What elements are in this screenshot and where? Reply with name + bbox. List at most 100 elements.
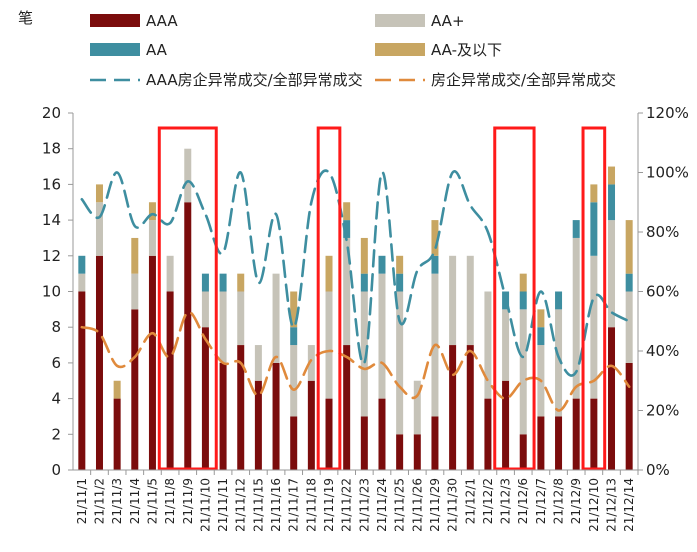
x-tick-label: 21/11/3: [110, 478, 124, 524]
bar-segment-aaa: [537, 416, 545, 470]
bar-segment-aa: [219, 273, 227, 292]
bar-segment-aa: [396, 255, 404, 274]
line-series: [80, 169, 631, 412]
y-right-tick-label: 40%: [646, 342, 679, 360]
y-left-tick-label: 20: [42, 104, 61, 122]
bar-segment-aaa: [413, 434, 421, 470]
bar-segment-aa: [484, 291, 492, 399]
legend-label: 房企异常成交/全部异常成交: [431, 71, 616, 89]
x-tick-label: 21/12/10: [587, 478, 601, 532]
bar-segment-aa: [201, 291, 209, 328]
x-tick-label: 21/11/4: [128, 478, 142, 524]
x-tick-label: 21/11/8: [163, 478, 177, 524]
bar-segment-aa: [519, 309, 527, 435]
bar-segment-aa: [572, 237, 580, 399]
bar-segment-aaa: [237, 345, 245, 470]
bar-segment-aa: [466, 255, 474, 346]
bar-segment-aa: [307, 345, 315, 381]
x-tick-label: 21/11/26: [410, 478, 424, 532]
highlight-box: [581, 126, 607, 471]
highlight-box: [493, 126, 536, 471]
x-tick-label: 21/11/1: [75, 478, 89, 524]
x-tick-label: 21/11/25: [393, 478, 407, 532]
legend-label: AAA: [146, 12, 178, 30]
bar-segment-aa: [78, 255, 86, 274]
bar-segment-aaa: [449, 345, 457, 470]
y-left-tick-label: 16: [42, 175, 61, 193]
bar-segment-aa: [113, 380, 121, 399]
bar-segment-aa: [201, 273, 209, 292]
y-right-tick-label: 60%: [646, 283, 679, 301]
bar-segment-aa: [396, 291, 404, 435]
line-series-developer-share: [80, 310, 631, 412]
x-tick-label: 21/11/29: [428, 478, 442, 532]
bar-segment-aaa: [519, 434, 527, 470]
bar-segment-aaa: [272, 362, 280, 470]
y-left-tick-label: 12: [42, 247, 61, 265]
bar-segment-aa: [378, 255, 386, 274]
bar-segment-aaa: [325, 398, 333, 470]
x-tick-label: 21/11/2: [92, 478, 106, 524]
bar-segment-aa: [78, 273, 86, 292]
x-tick-label: 21/12/3: [499, 478, 513, 524]
bar-segment-aaa: [148, 255, 156, 470]
bar-segment-aa: [519, 291, 527, 310]
x-tick-label: 21/11/12: [234, 478, 248, 532]
legend-swatch: [90, 43, 140, 56]
bar-segment-aa: [148, 202, 156, 221]
bar-segment-aa: [572, 220, 580, 238]
bar-segment-aa: [537, 327, 545, 346]
y-left-tick-label: 18: [42, 140, 61, 158]
y-left-tick-label: 0: [51, 461, 61, 479]
x-tick-label: 21/11/9: [181, 478, 195, 524]
bar-segment-aa: [343, 237, 351, 346]
bar-segment-aa: [608, 184, 616, 221]
bar-segment-aaa: [290, 416, 298, 470]
bar-segment-aa: [219, 291, 227, 363]
y-right-tick-label: 100%: [646, 164, 689, 182]
x-tick-label: 21/12/13: [605, 478, 619, 532]
x-tick-label: 21/11/17: [287, 478, 301, 532]
bar-segment-aaa: [555, 416, 563, 470]
legend-swatch: [90, 14, 140, 27]
bar-segment-aa: [625, 273, 633, 292]
y-left-tick-label: 6: [51, 354, 61, 372]
x-tick-label: 21/11/19: [322, 478, 336, 532]
bar-segment-aaa: [608, 327, 616, 470]
x-tick-label: 21/11/23: [357, 478, 371, 532]
x-tick-label: 21/12/1: [463, 478, 477, 524]
bar-segment-aa: [237, 273, 245, 292]
x-tick-label: 21/11/5: [145, 478, 159, 524]
y-right-tick-label: 80%: [646, 223, 679, 241]
legend-label: AA-及以下: [431, 41, 502, 59]
x-tick-label: 21/11/18: [304, 478, 318, 532]
bar-segment-aa: [95, 202, 103, 256]
legend-swatch: [375, 43, 425, 56]
bar-segment-aaa: [484, 398, 492, 470]
y-left-tick-label: 2: [51, 425, 61, 443]
bar-segment-aaa: [219, 362, 227, 470]
bar-segment-aa: [343, 202, 351, 221]
bar-segment-aaa: [184, 202, 192, 470]
legend: AAA AA+ AA AA-及以下 AAA房企异常成交/全部异常成交 房企异常成交/全部异…: [90, 12, 616, 89]
bar-segment-aa: [625, 220, 633, 274]
x-tick-label: 21/12/9: [569, 478, 583, 524]
bar-segment-aaa: [502, 380, 510, 470]
x-tick-label: 21/11/22: [340, 478, 354, 532]
bar-segment-aa: [449, 255, 457, 346]
bar-segment-aa: [431, 220, 439, 256]
bar-segment-aa: [590, 255, 598, 399]
bar-segment-aa: [131, 273, 139, 310]
bar-segment-aaa: [166, 291, 174, 470]
bar-segment-aa: [378, 273, 386, 399]
x-tick-label: 21/11/10: [198, 478, 212, 532]
x-tick-label: 21/11/11: [216, 478, 230, 532]
bar-segment-aa: [590, 184, 598, 203]
line-series-aaa-share: [80, 169, 631, 377]
legend-label: AAA房企异常成交/全部异常成交: [146, 71, 363, 89]
bar-segment-aaa: [431, 416, 439, 470]
bar-segment-aaa: [307, 380, 315, 470]
bar-segment-aa: [396, 273, 404, 292]
x-tick-label: 21/11/16: [269, 478, 283, 532]
bar-segment-aa: [325, 255, 333, 292]
